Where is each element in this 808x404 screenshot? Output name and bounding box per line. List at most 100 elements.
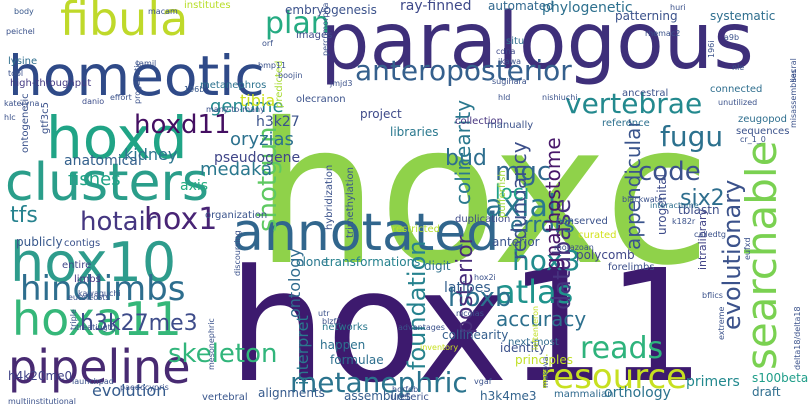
- word-patterning: patterning: [615, 9, 678, 23]
- word-hindlimbs: hindlimbs: [20, 269, 185, 309]
- word-pipeline: pipeline: [8, 340, 191, 394]
- word-extreme: extreme: [717, 307, 726, 340]
- word-next-most: next-most: [508, 337, 559, 348]
- word-networks: networks: [322, 322, 368, 333]
- word-errors: errors: [510, 213, 575, 238]
- word-transformations: transformations: [325, 255, 420, 269]
- word-institutes: institutes: [184, 0, 231, 11]
- word-resource: resource: [540, 357, 687, 397]
- word-sacral: sacral: [789, 58, 798, 82]
- word-makova: makova: [541, 356, 550, 388]
- word-fugu: fugu: [660, 120, 723, 153]
- word-h3k27: h3k27: [256, 114, 300, 130]
- word-treatingtg: treatingtg: [76, 323, 116, 332]
- word-hoxa11: hoxa11: [12, 292, 182, 346]
- word-percomorpha: percomorpha: [321, 2, 330, 56]
- word-hlc: hlc: [4, 113, 16, 122]
- word-bflics: bflics: [702, 291, 723, 300]
- word-mammalian: mammalian: [554, 389, 614, 400]
- word-hox2i: hox2i: [474, 273, 496, 282]
- word-axis: axis: [180, 178, 208, 194]
- word-sequences: sequences: [736, 126, 789, 137]
- word-launchpad: launchpad: [72, 377, 114, 386]
- word-redundancy: redundancy: [507, 141, 531, 260]
- word-bud: bud: [445, 146, 487, 171]
- word-mesonephric: mesonephric: [207, 318, 216, 370]
- word-conserved: conserved: [556, 216, 608, 227]
- word-gnathostome: gnathostome: [541, 137, 565, 270]
- word-collinearity: collinearity: [442, 328, 508, 342]
- word-tblastn: tblastn: [678, 203, 720, 217]
- word-horfdb: horfdb: [392, 385, 418, 394]
- word-collection: collection: [455, 116, 503, 127]
- word-calledtg: calledtg: [694, 230, 726, 239]
- word-hoxb: hoxb: [448, 283, 511, 313]
- word-kawaguchi: kawaguchi: [78, 289, 121, 298]
- word-body: body: [14, 7, 34, 16]
- word-paralogous: paralogous: [320, 0, 754, 87]
- word-euteleosts: euteleosts: [68, 293, 110, 302]
- word-h3k4me3: h3k4me3: [480, 389, 537, 403]
- word-reads: reads: [580, 331, 663, 366]
- word-multiinstitutional: multiinstitutional: [8, 397, 76, 404]
- word-cdna: cdna: [496, 47, 516, 56]
- word-axial: axial: [485, 189, 556, 224]
- word-hotair: hotair: [80, 207, 157, 237]
- word-reference: reference: [602, 118, 650, 129]
- word-vertebral: vertebral: [202, 392, 248, 403]
- word-a9b: a9b: [724, 33, 739, 42]
- word-evolution: evolution: [92, 381, 166, 400]
- word-nle: nle: [732, 63, 744, 72]
- word-digit: digit: [424, 259, 451, 273]
- word-medaka: medaka: [200, 159, 272, 180]
- word-draft: draft: [752, 385, 781, 399]
- word-paedocypris: paedocypris: [120, 383, 169, 392]
- word-cr-1-0: cr_1_0: [740, 135, 766, 144]
- word-hox10: hox10: [10, 231, 176, 294]
- word-plan: plan: [265, 6, 330, 41]
- word-assemblies: assemblies: [344, 389, 411, 403]
- word-interpret: interpret: [293, 315, 312, 385]
- word-systematic: systematic: [710, 9, 775, 23]
- word-hox11: hox11: [228, 236, 705, 404]
- word-code: code: [638, 157, 701, 187]
- word-196i: 196i: [707, 41, 716, 59]
- word-searchable: searchable: [737, 141, 786, 370]
- word-ontogenetic: ontogenetic: [20, 93, 31, 153]
- word-alignments: alignments: [258, 386, 325, 400]
- word-kateryna: kateryna: [4, 99, 40, 108]
- word-many-to-many: many-to-many: [206, 105, 265, 114]
- word-latipes: latipes: [444, 280, 491, 296]
- word-triple: triple: [69, 309, 78, 330]
- word-ontology: ontology: [285, 248, 304, 318]
- word-appendicular: appendicular: [621, 119, 645, 250]
- word-motazoan: motazoan: [554, 243, 594, 252]
- word-shotgun: shotgun: [253, 126, 283, 232]
- word-accuracy: accuracy: [496, 307, 586, 331]
- word-hld: hld: [498, 93, 510, 102]
- word-trimethylation: trimethylation: [345, 167, 356, 238]
- word-restricted: restricted: [392, 224, 440, 235]
- word-ikawa: ikawa: [498, 57, 521, 66]
- word-homeotic: homeotic: [8, 44, 265, 108]
- word-delta18-delta18: delta18/delta18: [793, 306, 802, 370]
- word-curated: curated: [578, 230, 617, 241]
- word-formulae: formulae: [330, 353, 384, 367]
- word-pseudogene: pseudogene: [214, 150, 300, 166]
- word-predicted: predicted: [274, 61, 285, 108]
- word-tamil: tamil: [136, 59, 156, 68]
- word-utr: utr: [318, 309, 330, 318]
- word-progenetic: progenetic: [133, 61, 142, 104]
- word-unutilized: unutilized: [718, 98, 757, 107]
- word-fishes: fishes: [68, 169, 121, 190]
- word-fibula: fibula: [60, 0, 188, 46]
- word-huri: huri: [670, 3, 686, 12]
- word-tibia: tibia: [240, 91, 275, 110]
- word-h3k27me3: h3k27me3: [80, 311, 198, 336]
- word-metanephros: metanephros: [200, 80, 266, 91]
- word-danio: danio: [82, 97, 104, 106]
- word-peichel: peichel: [6, 27, 35, 36]
- word-olecranon: olecranon: [296, 94, 346, 105]
- word-anterior: anterior: [492, 235, 540, 249]
